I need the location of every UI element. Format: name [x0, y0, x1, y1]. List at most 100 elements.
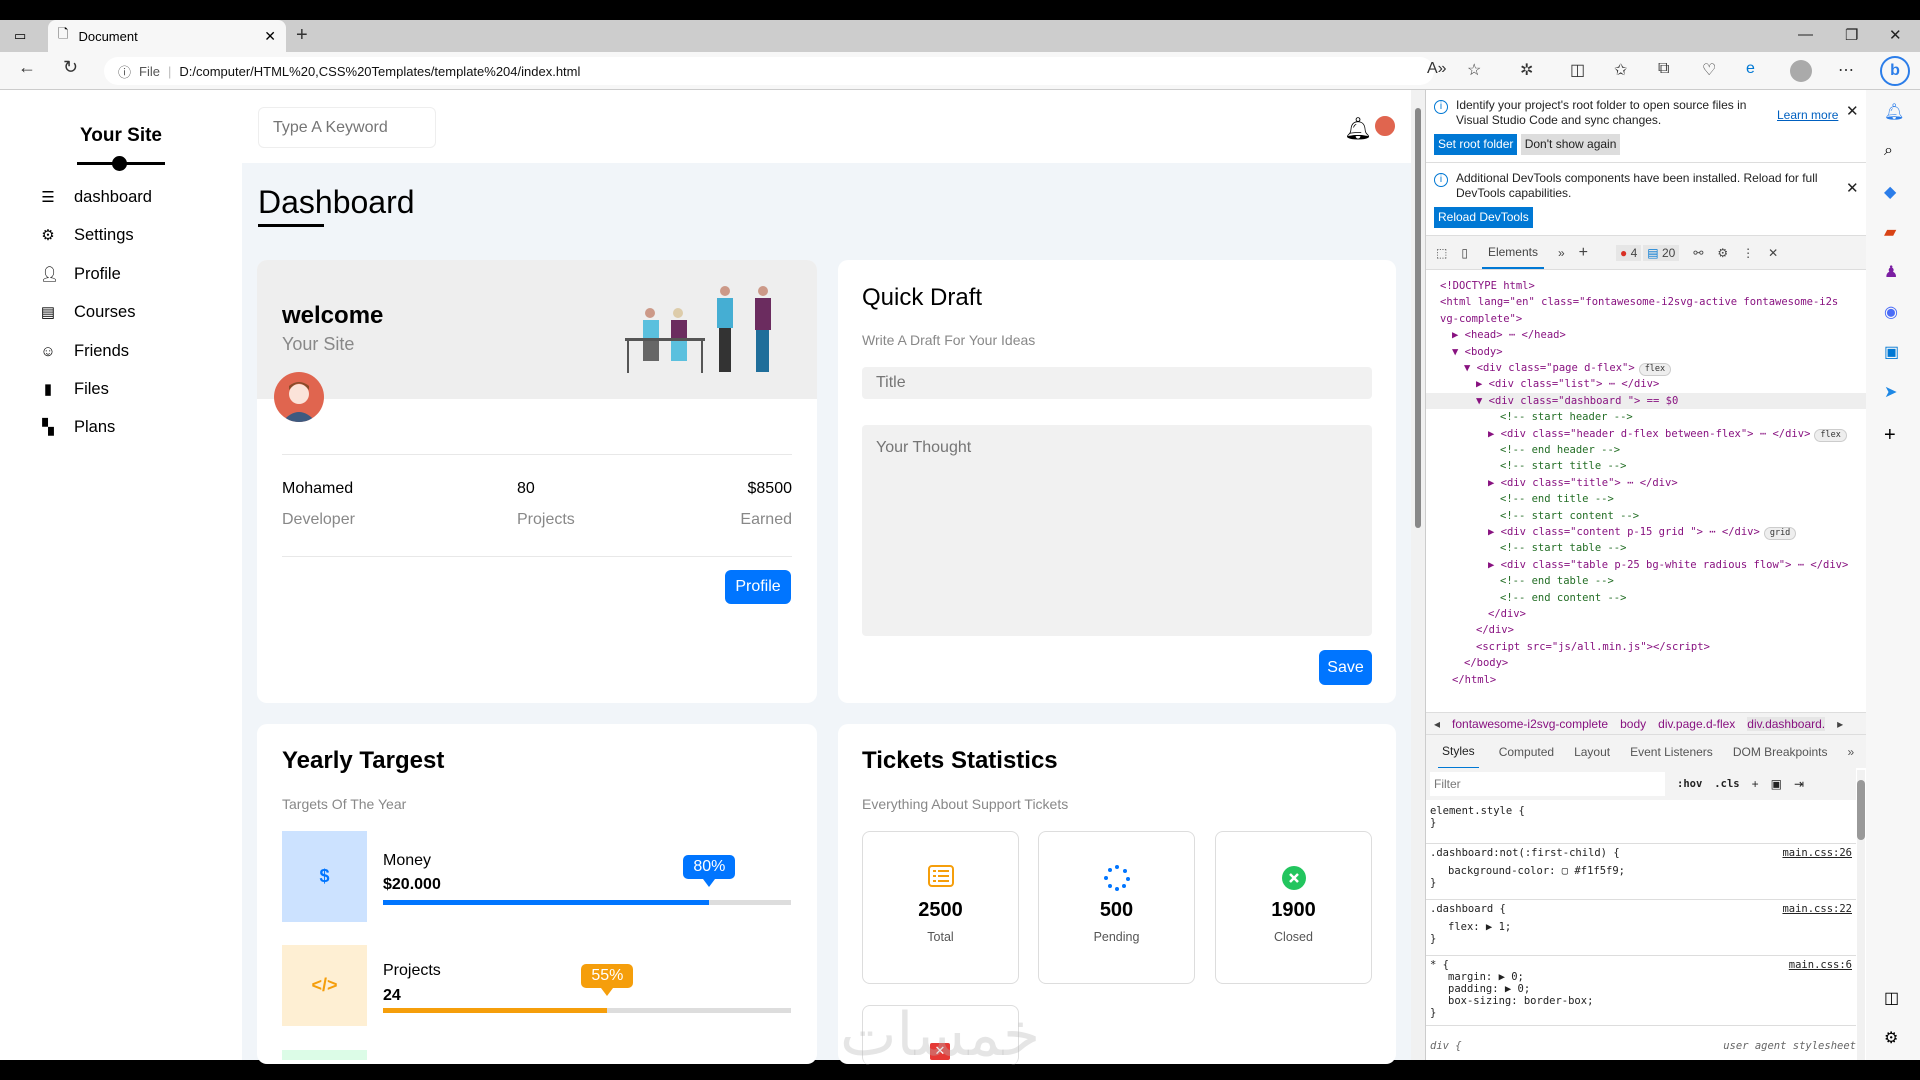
hide-sidebar-icon[interactable]: ◫ — [1884, 990, 1900, 1007]
styles-filter-input[interactable]: Filter — [1430, 772, 1665, 796]
paint-icon[interactable]: ▣ — [1770, 777, 1782, 791]
tab-computed[interactable]: Computed — [1498, 744, 1555, 759]
connection-icon[interactable]: ⚯ — [1693, 245, 1704, 260]
kebab-menu-icon[interactable]: ⋮ — [1742, 245, 1755, 260]
dom-tree-line[interactable]: ▶ <div class="content p-15 grid "> ⋯ </d… — [1426, 524, 1867, 540]
tab-event-listeners[interactable]: Event Listeners — [1630, 744, 1713, 759]
breadcrumb-item[interactable]: body — [1620, 716, 1647, 731]
css-property[interactable]: box-sizing: border-box; — [1448, 995, 1594, 1007]
shopping-tag-icon[interactable]: ◆ — [1884, 184, 1897, 201]
css-property[interactable]: padding: ▶ 0; — [1448, 983, 1531, 995]
favorites-icon[interactable]: ✩ — [1614, 62, 1628, 79]
more-tabs-icon[interactable]: » — [1847, 744, 1855, 759]
dom-tree-line[interactable]: ▶ <head> ⋯ </head> — [1426, 327, 1867, 343]
tab-layout[interactable]: Layout — [1574, 744, 1611, 759]
read-aloud-icon[interactable]: A» — [1427, 60, 1447, 77]
collections-icon[interactable]: ⧉ — [1658, 60, 1670, 77]
draft-title-input[interactable] — [862, 367, 1372, 399]
dom-tree-line[interactable]: ▶ <div class="title"> ⋯ </div> — [1426, 475, 1867, 491]
minimize-button[interactable]: — — [1798, 26, 1813, 43]
split-screen-icon[interactable]: ◫ — [1570, 62, 1586, 79]
more-tabs-icon[interactable]: » — [1557, 245, 1565, 260]
dom-tree-line[interactable]: ▼ <div class="page d-flex"> flex — [1426, 360, 1867, 376]
add-sidebar-app-icon[interactable]: + — [1884, 424, 1896, 446]
save-button[interactable]: Save — [1319, 650, 1372, 685]
bing-copilot-icon[interactable]: b — [1880, 56, 1910, 86]
tab-styles[interactable]: Styles — [1438, 735, 1479, 769]
close-devtools-icon[interactable]: ✕ — [1768, 245, 1779, 260]
dom-tree-line[interactable]: ▼ <body> — [1426, 344, 1867, 360]
sidebar-item-courses[interactable]: ▤ Courses — [40, 298, 220, 326]
breadcrumb-item[interactable]: div.dashboard. — [1747, 716, 1826, 731]
new-rule-icon[interactable]: + — [1751, 777, 1759, 791]
dom-tree-line[interactable]: <!-- start title --> — [1426, 458, 1867, 474]
games-icon[interactable]: ♟ — [1884, 264, 1899, 281]
dom-tree-line[interactable]: <!-- end title --> — [1426, 491, 1867, 507]
close-window-button[interactable]: ✕ — [1889, 27, 1902, 44]
learn-more-link[interactable]: Learn more — [1777, 108, 1839, 122]
set-root-folder-button[interactable]: Set root folder — [1434, 134, 1518, 155]
dom-tree-line[interactable]: <!DOCTYPE html> — [1426, 278, 1867, 294]
messages-badge[interactable]: ▤ 20 — [1643, 244, 1680, 261]
breadcrumb-item[interactable]: fontawesome-i2svg-complete — [1452, 716, 1609, 731]
profile-button[interactable]: Profile — [725, 570, 791, 604]
outlook-icon[interactable]: ▣ — [1884, 344, 1900, 361]
telegram-icon[interactable]: ➤ — [1884, 384, 1898, 401]
dont-show-again-button[interactable]: Don't show again — [1520, 134, 1621, 155]
cls-toggle[interactable]: .cls — [1714, 778, 1740, 790]
layout-badge[interactable]: flex — [1814, 428, 1847, 442]
close-icon[interactable]: ✕ — [1846, 180, 1859, 197]
dom-tree-line[interactable]: vg-complete"> — [1426, 311, 1867, 327]
css-rule[interactable]: .dashboard {main.css:22 flex: ▶ 1;} — [1426, 900, 1856, 956]
search-icon[interactable]: ⌕ — [1884, 142, 1893, 159]
performance-icon[interactable]: ♡ — [1702, 62, 1717, 79]
tab-dom-breakpoints[interactable]: DOM Breakpoints — [1732, 744, 1828, 759]
dom-tree-line[interactable]: ▶ <div class="list"> ⋯ </div> — [1426, 376, 1867, 392]
dom-tree-line[interactable]: <html lang="en" class="fontawesome-i2svg… — [1426, 294, 1867, 310]
sidebar-item-plans[interactable]: ▚ Plans — [40, 413, 220, 441]
dom-tree-line[interactable]: <!-- start table --> — [1426, 540, 1867, 556]
dom-tree-line[interactable]: <script src="js/all.min.js"></script> — [1426, 639, 1867, 655]
draft-thought-textarea[interactable] — [862, 425, 1372, 636]
url-field[interactable]: ⓘ File | D:/computer/HTML%20,CSS%20Templ… — [104, 57, 1434, 85]
back-icon[interactable]: ← — [18, 57, 36, 77]
reload-icon[interactable]: ↻ — [63, 57, 79, 77]
sidebar-settings-icon[interactable]: ⚙ — [1884, 1030, 1899, 1047]
css-property[interactable]: flex: ▶ 1; — [1448, 921, 1512, 933]
css-rule[interactable]: * {main.css:6 margin: ▶ 0; padding: ▶ 0; bo… — [1426, 956, 1856, 1026]
favorite-star-icon[interactable]: ☆ — [1467, 62, 1482, 79]
office-icon[interactable]: ◉ — [1884, 304, 1898, 321]
extensions-icon[interactable]: ✲ — [1520, 62, 1534, 79]
css-rule[interactable]: .dashboard:not(:first-child) {main.css:2… — [1426, 844, 1856, 900]
sidebar-item-files[interactable]: ▮ Files — [40, 375, 220, 403]
device-toolbar-icon[interactable]: ▯ — [1461, 245, 1468, 260]
layout-badge[interactable]: grid — [1763, 527, 1797, 540]
css-property[interactable]: margin: ▶ 0; — [1448, 971, 1524, 983]
dom-tree-line[interactable]: <!-- end header --> — [1426, 442, 1867, 458]
new-tab-button[interactable]: + — [296, 24, 308, 46]
dom-tree-line[interactable]: </div> — [1426, 606, 1867, 622]
sidebar-toggle-icon[interactable]: ⇥ — [1793, 777, 1805, 791]
dom-tree-line[interactable]: </html> — [1426, 672, 1867, 688]
sidebar-toggle-icon[interactable]: ▭ — [14, 28, 27, 43]
rule-source-link[interactable]: main.css:26 — [1782, 847, 1852, 859]
errors-badge[interactable]: ● 4 — [1616, 244, 1642, 261]
dom-tree-line[interactable]: ▶ <div class="header d-flex between-flex… — [1426, 426, 1867, 442]
bell-icon[interactable]: 🔔︎ — [1344, 116, 1372, 141]
sidebar-item-dashboard[interactable]: ☰ dashboard — [40, 183, 220, 211]
breadcrumb-item[interactable]: div.page.d-flex — [1658, 716, 1736, 731]
more-icon[interactable]: ⋯ — [1838, 62, 1854, 79]
inspect-icon[interactable]: ⬚ — [1436, 245, 1448, 260]
tools-icon[interactable]: ▰ — [1884, 224, 1897, 241]
close-tab-icon[interactable]: ✕ — [264, 27, 276, 44]
tab-elements[interactable]: Elements — [1481, 237, 1544, 269]
hov-toggle[interactable]: :hov — [1677, 778, 1703, 790]
add-tab-icon[interactable]: + — [1578, 243, 1589, 261]
dom-tree-line[interactable]: <!-- end table --> — [1426, 573, 1867, 589]
profile-avatar[interactable] — [1790, 60, 1812, 82]
styles-scrollbar[interactable] — [1857, 770, 1865, 1060]
ie-mode-icon[interactable]: e — [1746, 60, 1755, 77]
search-input[interactable] — [258, 107, 436, 148]
avatar[interactable] — [1373, 114, 1397, 138]
rule-source-link[interactable]: main.css:22 — [1782, 903, 1852, 915]
